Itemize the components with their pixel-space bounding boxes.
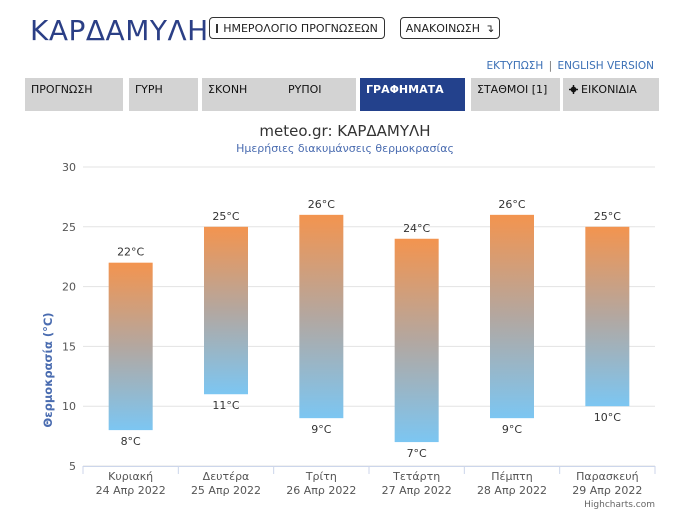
min-temp-label: 7°C (407, 447, 427, 460)
min-temp-label: 9°C (311, 423, 331, 436)
min-temp-label: 11°C (212, 399, 239, 412)
x-day-label: Τετάρτη (392, 470, 440, 483)
temperature-range-bar[interactable] (204, 226, 248, 395)
y-tick-label: 5 (69, 460, 76, 473)
chart-title: meteo.gr: ΚΑΡΔΑΜΥΛΗ (259, 122, 430, 140)
x-day-label: Κυριακή (108, 470, 153, 483)
tab-icons-label: ΕΙΚΟΝΙΔΙΑ (581, 83, 637, 96)
top-links: ΕΚΤΥΠΩΣΗ | ENGLISH VERSION (487, 60, 655, 72)
tab-icons[interactable]: ΕΙΚΟΝΙΔΙΑ (563, 78, 659, 111)
chart-credits[interactable]: Highcharts.com (584, 500, 655, 510)
english-version-link[interactable]: ENGLISH VERSION (557, 60, 654, 72)
tab-forecast-label: ΠΡΟΓΝΩΣΗ (31, 83, 93, 96)
tab-pollen[interactable]: ΓΥΡΗ (129, 78, 198, 111)
y-tick-label: 20 (62, 281, 76, 294)
tab-forecast[interactable]: ΠΡΟΓΝΩΣΗ (25, 78, 123, 111)
max-temp-label: 22°C (117, 246, 144, 259)
tab-dust-label: ΣΚΟΝΗ (208, 83, 248, 96)
tab-stations-label: ΣΤΑΘΜΟΙ [1] (477, 83, 548, 96)
min-temp-label: 9°C (502, 423, 522, 436)
print-link[interactable]: ΕΚΤΥΠΩΣΗ (486, 60, 544, 72)
temperature-range-bar[interactable] (585, 226, 630, 407)
temperature-chart: meteo.gr: ΚΑΡΔΑΜΥΛΗ Ημερήσιες διακυμάνσε… (41, 122, 656, 510)
x-day-label: Δευτέρα (203, 470, 250, 483)
min-temp-label: 10°C (594, 411, 621, 424)
y-tick-label: 15 (62, 340, 76, 353)
temperature-range-bar[interactable] (490, 214, 534, 419)
x-day-label: Τρίτη (305, 470, 337, 483)
tab-pollutants-label: ΡΥΠΟΙ (288, 83, 322, 96)
tab-pollutants[interactable]: ΡΥΠΟΙ (282, 78, 356, 111)
x-date-label: 26 Απρ 2022 (286, 484, 356, 497)
y-axis-title: Θερμοκρασία (°C) (41, 312, 55, 427)
temperature-range-bar[interactable] (108, 262, 153, 431)
x-date-label: 28 Απρ 2022 (477, 484, 547, 497)
tab-stations[interactable]: ΣΤΑΘΜΟΙ [1] (471, 78, 560, 111)
calendar-icon (216, 23, 219, 33)
tab-charts[interactable]: ΓΡΑΦΗΜΑΤΑ (360, 78, 465, 111)
tab-pollen-label: ΓΥΡΗ (135, 83, 163, 96)
min-temp-label: 8°C (121, 435, 141, 448)
y-tick-label: 10 (62, 400, 76, 413)
forecast-calendar-label: ΗΜΕΡΟΛΟΓΙΟ ΠΡΟΓΝΩΣΕΩΝ (223, 21, 378, 35)
temperature-range-bar[interactable] (299, 214, 344, 419)
link-separator: | (548, 60, 553, 72)
page-title: ΚΑΡΔΑΜΥΛΗ (30, 14, 209, 47)
y-tick-label: 25 (62, 221, 76, 234)
chart-subtitle: Ημερήσιες διακυμάνσεις θερμοκρασίας (236, 142, 454, 155)
x-date-label: 24 Απρ 2022 (96, 484, 166, 497)
max-temp-label: 26°C (308, 198, 335, 211)
x-date-label: 29 Απρ 2022 (572, 484, 642, 497)
max-temp-label: 24°C (403, 222, 430, 235)
announcement-label: ΑΝΑΚΟΙΝΩΣΗ (405, 21, 481, 35)
x-date-label: 27 Απρ 2022 (382, 484, 452, 497)
x-date-label: 25 Απρ 2022 (191, 484, 261, 497)
arrow-down-icon: ↴ (485, 21, 495, 35)
gear-icon (569, 85, 578, 94)
x-day-label: Παρασκευή (576, 470, 639, 483)
max-temp-label: 25°C (212, 210, 239, 223)
max-temp-label: 25°C (594, 210, 621, 223)
announcement-button[interactable]: ΑΝΑΚΟΙΝΩΣΗ ↴ (400, 17, 500, 39)
forecast-calendar-button[interactable]: ΗΜΕΡΟΛΟΓΙΟ ΠΡΟΓΝΩΣΕΩΝ (209, 17, 385, 39)
temperature-range-bar[interactable] (394, 238, 439, 443)
max-temp-label: 26°C (498, 198, 525, 211)
x-day-label: Πέμπτη (491, 470, 532, 483)
y-tick-label: 30 (62, 161, 76, 174)
tab-charts-label: ΓΡΑΦΗΜΑΤΑ (366, 83, 444, 96)
